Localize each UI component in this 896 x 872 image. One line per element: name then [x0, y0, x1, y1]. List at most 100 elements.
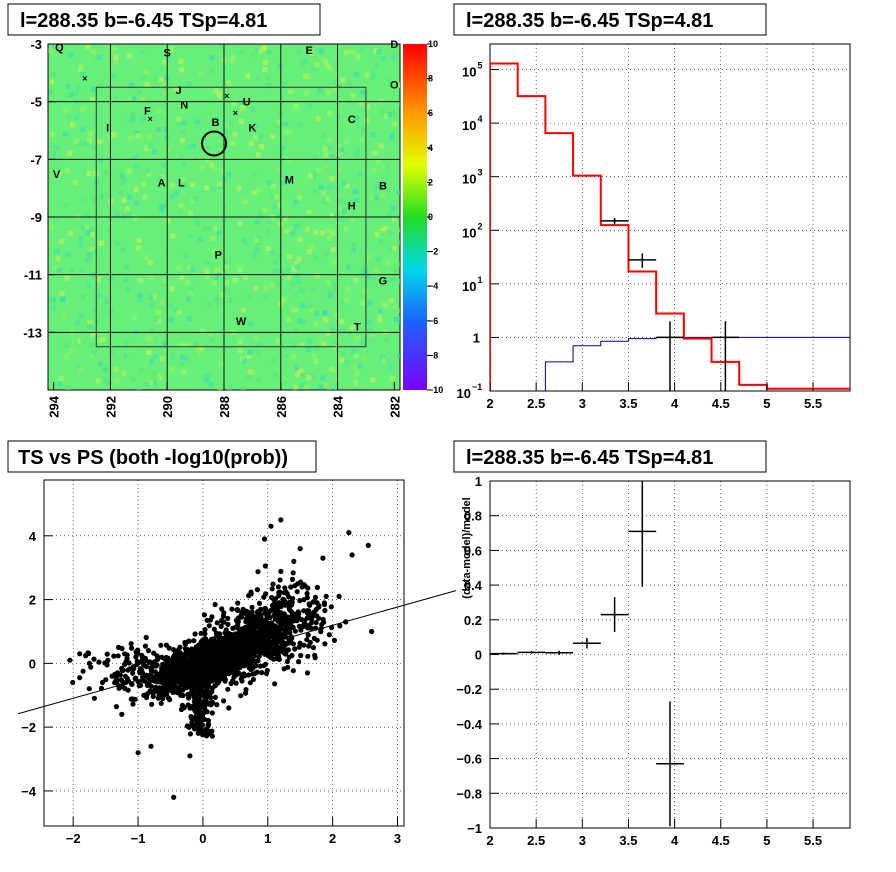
- scatter-point: [297, 598, 303, 604]
- skymap-texture-pixel: [322, 198, 328, 204]
- skymap-texture-pixel: [169, 143, 175, 149]
- skymap-texture-pixel: [340, 328, 346, 334]
- scatter-point: [198, 667, 204, 673]
- source-x-marker: ×: [82, 74, 87, 84]
- skymap-texture-pixel: [358, 46, 364, 52]
- scatter-point: [141, 692, 147, 698]
- scatter-point: [197, 712, 203, 718]
- skymap-texture-pixel: [64, 275, 70, 281]
- scatter-point: [293, 616, 299, 623]
- skymap-texture-pixel: [108, 198, 114, 204]
- scatter-y-tick-label: −2: [21, 720, 36, 735]
- skymap-texture-pixel: [188, 290, 193, 296]
- skymap-texture-pixel: [90, 350, 96, 356]
- skymap-texture-pixel: [223, 264, 229, 270]
- skymap-texture-pixel: [219, 44, 224, 50]
- skymap-texture-pixel: [325, 228, 331, 234]
- spectrum-title: l=288.35 b=-6.45 TSp=4.81: [466, 10, 713, 32]
- spectrum-y-tick-exponent: 4: [478, 114, 483, 124]
- skymap-texture-pixel: [359, 340, 365, 346]
- skymap-texture-pixel: [162, 111, 168, 117]
- skymap-panel: Q S E D O JN U F I B K C V A L M B H P G W T × × × × 10 8 6 4 2 0 −2 −4 −…: [7, 3, 443, 418]
- scatter-point: [198, 630, 204, 636]
- skymap-texture-pixel: [337, 83, 343, 89]
- scatter-point: [292, 646, 298, 652]
- source-label: P: [215, 249, 222, 261]
- scatter-point: [209, 710, 215, 716]
- skymap-texture-pixel: [317, 48, 323, 54]
- skymap-texture-pixel: [334, 312, 339, 318]
- scatter-point: [221, 610, 227, 616]
- scatter-point: [170, 679, 176, 685]
- skymap-texture-pixel: [285, 268, 290, 274]
- skymap-texture-pixel: [354, 336, 360, 341]
- skymap-texture-pixel: [74, 348, 80, 354]
- skymap-texture-pixel: [337, 198, 343, 204]
- skymap-texture-pixel: [398, 240, 400, 246]
- skymap-texture-pixel: [346, 81, 352, 87]
- skymap-texture-pixel: [75, 320, 81, 326]
- skymap-texture-pixel: [91, 326, 97, 332]
- skymap-texture-pixel: [314, 311, 320, 316]
- scatter-point: [155, 695, 161, 701]
- scatter-point: [297, 546, 303, 552]
- scatter-point: [268, 655, 274, 661]
- skymap-texture-pixel: [190, 182, 195, 188]
- skymap-texture-pixel: [59, 238, 65, 244]
- scatter-point: [143, 634, 149, 641]
- skymap-texture-pixel: [375, 158, 381, 164]
- skymap-texture-pixel: [130, 112, 136, 118]
- scatter-point: [291, 558, 297, 565]
- skymap-texture-pixel: [134, 163, 140, 169]
- skymap-texture-pixel: [112, 45, 118, 50]
- skymap-texture-pixel: [243, 198, 249, 203]
- skymap-texture-pixel: [145, 336, 151, 342]
- skymap-texture-pixel: [311, 66, 317, 71]
- skymap-texture-pixel: [213, 88, 219, 94]
- skymap-texture-pixel: [188, 233, 193, 239]
- scatter-point: [198, 654, 204, 660]
- source-label: H: [348, 200, 356, 212]
- skymap-texture-pixel: [355, 152, 361, 158]
- scatter-point: [310, 645, 316, 651]
- skymap-texture-pixel: [169, 366, 175, 372]
- skymap-texture-pixel: [106, 98, 112, 104]
- skymap-texture-pixel: [154, 301, 160, 307]
- skymap-texture-pixel: [212, 248, 218, 254]
- skymap-texture-pixel: [144, 146, 150, 152]
- scatter-point: [165, 666, 171, 672]
- scatter-point: [319, 621, 325, 628]
- scatter-point: [184, 667, 190, 674]
- skymap-texture-pixel: [195, 347, 201, 353]
- skymap-texture-pixel: [354, 189, 360, 195]
- skymap-texture-pixel: [87, 256, 93, 262]
- skymap-texture-pixel: [226, 296, 232, 302]
- skymap-texture-pixel: [253, 313, 259, 319]
- skymap-texture-pixel: [367, 300, 373, 306]
- skymap-texture-pixel: [176, 265, 182, 270]
- skymap-texture-pixel: [190, 197, 195, 203]
- skymap-texture-pixel: [224, 280, 230, 286]
- skymap-texture-pixel: [284, 179, 290, 184]
- skymap-texture-pixel: [329, 212, 335, 218]
- source-label: N: [180, 100, 188, 112]
- skymap-texture-pixel: [102, 367, 108, 373]
- skymap-texture-pixel: [293, 287, 299, 293]
- skymap-texture-pixel: [332, 86, 337, 92]
- skymap-texture-pixel: [377, 322, 383, 328]
- skymap-texture-pixel: [63, 202, 69, 208]
- scatter-point: [275, 584, 281, 590]
- skymap-texture-pixel: [64, 354, 70, 360]
- skymap-texture-pixel: [101, 336, 107, 342]
- skymap-texture-pixel: [160, 278, 166, 284]
- scatter-point: [283, 614, 289, 620]
- skymap-texture-pixel: [318, 54, 324, 60]
- scatter-point: [306, 601, 312, 607]
- scatter-point: [192, 631, 198, 637]
- skymap-texture-pixel: [198, 236, 204, 242]
- scatter-point: [149, 660, 155, 667]
- scatter-point: [272, 608, 278, 615]
- scatter-point: [96, 659, 102, 665]
- colorbar: [403, 44, 427, 390]
- scatter-point: [135, 750, 141, 756]
